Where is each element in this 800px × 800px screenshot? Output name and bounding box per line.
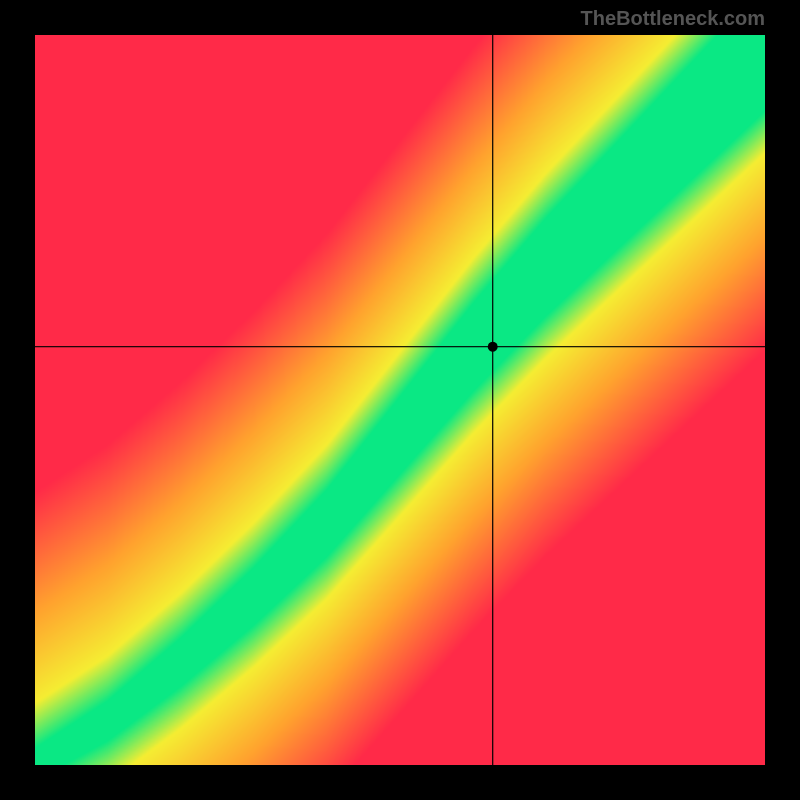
heatmap-canvas xyxy=(35,35,765,765)
bottleneck-heatmap xyxy=(35,35,765,765)
attribution-text: TheBottleneck.com xyxy=(581,8,765,31)
